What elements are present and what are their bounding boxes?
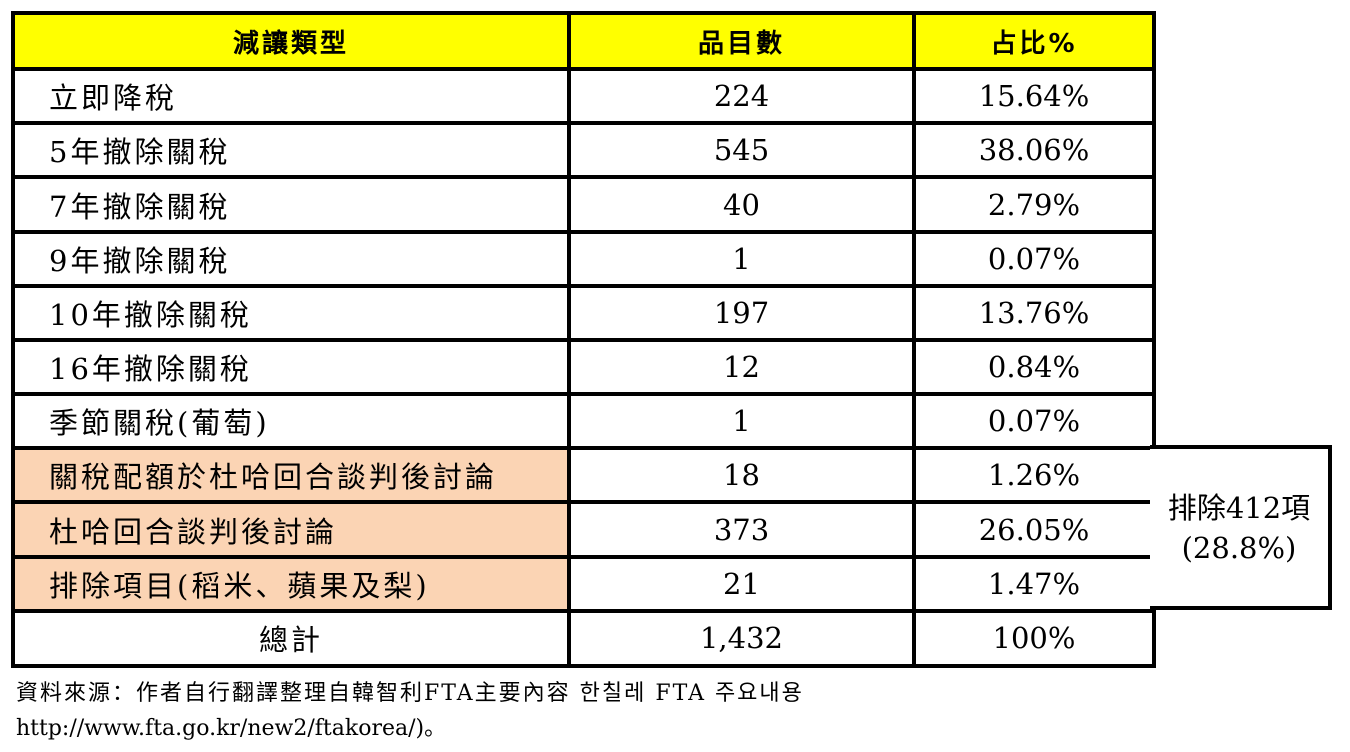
row-share: 13.76% (912, 283, 1156, 342)
row-count: 1 (567, 229, 916, 288)
row-count: 12 (567, 337, 916, 397)
table-row: 季節關稅(葡萄) 1 0.07% (11, 392, 1156, 451)
table-row: 7年撤除關稅 40 2.79% (11, 175, 1156, 234)
header-reduction-type: 減讓類型 (11, 10, 571, 72)
source-line-2: http://www.fta.go.kr/new2/ftakorea/)。 (16, 716, 447, 741)
exclusion-count: 排除412項 (1167, 490, 1311, 525)
row-count: 545 (567, 121, 916, 180)
table-row-highlighted: 關稅配額於杜哈回合談判後討論 18 1.26% (11, 446, 1156, 505)
row-count: 373 (567, 500, 916, 559)
row-share: 26.05% (912, 500, 1156, 559)
row-count: 18 (567, 446, 916, 505)
total-row: 總計 1,432 100% (11, 608, 1156, 669)
source-line-1: 資料來源：作者自行翻譯整理自韓智利FTA主要內容 한칠레 FTA 주요내용 (16, 681, 804, 706)
tariff-reduction-table: 減讓類型 品目數 占比% 立即降稅 224 15.64% 5年撤除關稅 545 … (11, 10, 1156, 669)
row-type: 排除項目(稻米、蘋果及梨) (11, 554, 571, 613)
row-count: 40 (567, 175, 916, 234)
table-row: 9年撤除關稅 1 0.07% (11, 229, 1156, 288)
exclusion-percent: (28.8%) (1181, 530, 1297, 565)
row-share: 38.06% (912, 121, 1156, 180)
row-type: 7年撤除關稅 (11, 175, 571, 234)
row-share: 2.79% (912, 175, 1156, 234)
header-row: 減讓類型 品目數 占比% (11, 10, 1156, 72)
exclusion-summary-box: 排除412項 (28.8%) (1150, 445, 1332, 610)
total-label: 總計 (11, 608, 571, 669)
table-row: 5年撤除關稅 545 38.06% (11, 121, 1156, 180)
row-type: 關稅配額於杜哈回合談判後討論 (11, 446, 571, 505)
row-count: 21 (567, 554, 916, 613)
row-count: 224 (567, 67, 916, 126)
row-type: 立即降稅 (11, 67, 571, 126)
header-share-percent: 占比% (912, 10, 1156, 72)
row-share: 1.47% (912, 554, 1156, 613)
row-type: 16年撤除關稅 (11, 337, 571, 397)
total-share: 100% (912, 608, 1156, 669)
row-type: 季節關稅(葡萄) (11, 392, 571, 451)
row-type: 10年撤除關稅 (11, 283, 571, 342)
table-row-highlighted: 杜哈回合談判後討論 373 26.05% (11, 500, 1156, 559)
row-count: 197 (567, 283, 916, 342)
source-note: 資料來源：作者自行翻譯整理自韓智利FTA主要內容 한칠레 FTA 주요내용 ht… (16, 676, 804, 746)
row-share: 0.07% (912, 229, 1156, 288)
row-type: 9年撤除關稅 (11, 229, 571, 288)
table-row: 立即降稅 224 15.64% (11, 67, 1156, 126)
header-item-count: 品目數 (567, 10, 916, 72)
table-row: 16年撤除關稅 12 0.84% (11, 337, 1156, 397)
table-row-highlighted: 排除項目(稻米、蘋果及梨) 21 1.47% (11, 554, 1156, 613)
row-share: 15.64% (912, 67, 1156, 126)
row-type: 杜哈回合談判後討論 (11, 500, 571, 559)
row-share: 1.26% (912, 446, 1156, 505)
row-share: 0.07% (912, 392, 1156, 451)
total-count: 1,432 (567, 608, 916, 669)
row-share: 0.84% (912, 337, 1156, 397)
row-count: 1 (567, 392, 916, 451)
row-type: 5年撤除關稅 (11, 121, 571, 180)
table-row: 10年撤除關稅 197 13.76% (11, 283, 1156, 342)
